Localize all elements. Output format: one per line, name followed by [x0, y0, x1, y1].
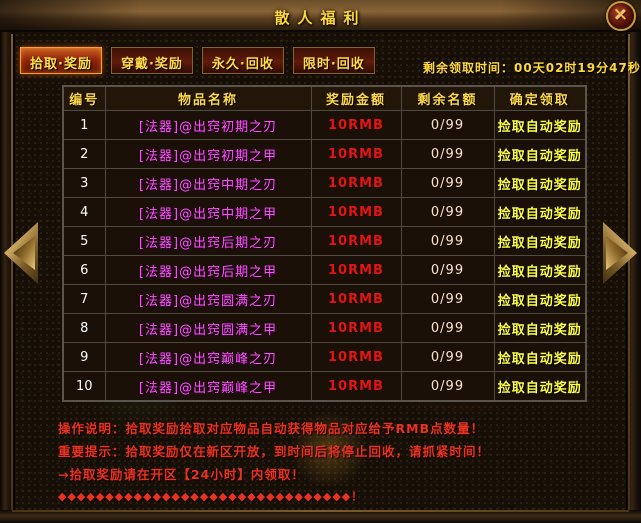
row-number: 5: [62, 226, 106, 256]
rewards-table: 编号 物品名称 奖励金额 剩余名额 确定领取 1 [法器]@出窍初期之刃 10R…: [62, 85, 587, 402]
remaining-time: 剩余领取时间：00天02时19分47秒: [423, 59, 641, 76]
header-confirm-claim: 确定领取: [493, 85, 587, 111]
frame-goldline-bottom: [12, 510, 629, 512]
remaining-quota: 0/99: [400, 284, 495, 314]
reward-amount: 10RMB: [310, 313, 402, 343]
table-row: 2 [法器]@出窍初期之甲 10RMB 0/99 捡取自动奖励: [62, 139, 587, 169]
row-number: 3: [62, 168, 106, 198]
instruction-line-3: →拾取奖励请在开区【24小时】内领取！: [58, 467, 305, 482]
tab-wear-reward[interactable]: 穿戴·奖励: [110, 47, 193, 74]
item-name: [法器]@出窍巅峰之刃: [104, 342, 312, 372]
remaining-quota: 0/99: [400, 371, 495, 402]
row-number: 10: [62, 371, 106, 402]
reward-amount: 10RMB: [310, 371, 402, 402]
remaining-time-value: 00天02时19分47秒: [514, 61, 641, 75]
tab-bar: 拾取·奖励 穿戴·奖励 永久·回收 限时·回收: [20, 47, 375, 74]
item-name: [法器]@出窍中期之刃: [104, 168, 312, 198]
header-remaining-quota: 剩余名额: [400, 85, 495, 111]
tab-permanent-recycle[interactable]: 永久·回收: [201, 47, 284, 74]
item-name: [法器]@出窍圆满之甲: [104, 313, 312, 343]
item-name: [法器]@出窍巅峰之甲: [104, 371, 312, 402]
table-row: 10 [法器]@出窍巅峰之甲 10RMB 0/99 捡取自动奖励: [62, 371, 587, 402]
claim-button[interactable]: 捡取自动奖励: [493, 139, 587, 169]
remaining-quota: 0/99: [400, 110, 495, 140]
row-number: 2: [62, 139, 106, 169]
remaining-time-label: 剩余领取时间：: [423, 61, 515, 75]
remaining-quota: 0/99: [400, 255, 495, 285]
instruction-line-4: ◆◆◆◆◆◆◆◆◆◆◆◆◆◆◆◆◆◆◆◆◆◆◆◆◆◆◆◆◆◆◆！: [58, 490, 364, 503]
row-number: 6: [62, 255, 106, 285]
row-number: 7: [62, 284, 106, 314]
row-number: 9: [62, 342, 106, 372]
titlebar: 散人福利: [0, 0, 641, 32]
header-number: 编号: [62, 85, 106, 111]
remaining-quota: 0/99: [400, 313, 495, 343]
instruction-line-1: 操作说明：拾取奖励拾取对应物品自动获得物品对应给予RMB点数量！: [58, 421, 485, 436]
header-reward-amount: 奖励金额: [310, 85, 402, 111]
close-icon: ✕: [613, 5, 629, 26]
row-number: 8: [62, 313, 106, 343]
instructions: 操作说明：拾取奖励拾取对应物品自动获得物品对应给予RMB点数量！ 重要提示：拾取…: [58, 417, 598, 508]
reward-amount: 10RMB: [310, 110, 402, 140]
close-button[interactable]: ✕: [606, 1, 636, 31]
frame-goldline-right: [628, 34, 630, 510]
frame-goldline-left: [11, 34, 13, 510]
table-header-row: 编号 物品名称 奖励金额 剩余名额 确定领取: [62, 85, 587, 111]
rewards-table-body: 1 [法器]@出窍初期之刃 10RMB 0/99 捡取自动奖励 2 [法器]@出…: [62, 110, 587, 402]
remaining-quota: 0/99: [400, 197, 495, 227]
claim-button[interactable]: 捡取自动奖励: [493, 197, 587, 227]
item-name: [法器]@出窍后期之刃: [104, 226, 312, 256]
table-row: 4 [法器]@出窍中期之甲 10RMB 0/99 捡取自动奖励: [62, 197, 587, 227]
claim-button[interactable]: 捡取自动奖励: [493, 255, 587, 285]
item-name: [法器]@出窍后期之甲: [104, 255, 312, 285]
remaining-quota: 0/99: [400, 342, 495, 372]
table-row: 8 [法器]@出窍圆满之甲 10RMB 0/99 捡取自动奖励: [62, 313, 587, 343]
instruction-line-2: 重要提示：拾取奖励仅在新区开放，到时间后将停止回收，请抓紧时间！: [58, 444, 491, 459]
table-row: 3 [法器]@出窍中期之刃 10RMB 0/99 捡取自动奖励: [62, 168, 587, 198]
item-name: [法器]@出窍初期之甲: [104, 139, 312, 169]
reward-amount: 10RMB: [310, 284, 402, 314]
header-item-name: 物品名称: [104, 85, 312, 111]
table-row: 9 [法器]@出窍巅峰之刃 10RMB 0/99 捡取自动奖励: [62, 342, 587, 372]
table-row: 7 [法器]@出窍圆满之刃 10RMB 0/99 捡取自动奖励: [62, 284, 587, 314]
row-number: 4: [62, 197, 106, 227]
table-row: 6 [法器]@出窍后期之甲 10RMB 0/99 捡取自动奖励: [62, 255, 587, 285]
claim-button[interactable]: 捡取自动奖励: [493, 110, 587, 140]
reward-amount: 10RMB: [310, 342, 402, 372]
claim-button[interactable]: 捡取自动奖励: [493, 168, 587, 198]
table-row: 5 [法器]@出窍后期之刃 10RMB 0/99 捡取自动奖励: [62, 226, 587, 256]
window-title: 散人福利: [274, 9, 367, 27]
claim-button[interactable]: 捡取自动奖励: [493, 226, 587, 256]
remaining-quota: 0/99: [400, 139, 495, 169]
frame-bottom: [0, 510, 641, 523]
prev-page-arrow[interactable]: [4, 222, 38, 284]
reward-amount: 10RMB: [310, 197, 402, 227]
item-name: [法器]@出窍中期之甲: [104, 197, 312, 227]
remaining-quota: 0/99: [400, 226, 495, 256]
reward-amount: 10RMB: [310, 226, 402, 256]
reward-amount: 10RMB: [310, 255, 402, 285]
table-row: 1 [法器]@出窍初期之刃 10RMB 0/99 捡取自动奖励: [62, 110, 587, 140]
next-page-arrow[interactable]: [603, 222, 637, 284]
reward-amount: 10RMB: [310, 168, 402, 198]
item-name: [法器]@出窍初期之刃: [104, 110, 312, 140]
claim-button[interactable]: 捡取自动奖励: [493, 313, 587, 343]
tab-timed-recycle[interactable]: 限时·回收: [292, 47, 375, 74]
remaining-quota: 0/99: [400, 168, 495, 198]
claim-button[interactable]: 捡取自动奖励: [493, 371, 587, 402]
claim-button[interactable]: 捡取自动奖励: [493, 342, 587, 372]
item-name: [法器]@出窍圆满之刃: [104, 284, 312, 314]
row-number: 1: [62, 110, 106, 140]
reward-amount: 10RMB: [310, 139, 402, 169]
tab-pickup-reward[interactable]: 拾取·奖励: [20, 47, 102, 74]
claim-button[interactable]: 捡取自动奖励: [493, 284, 587, 314]
